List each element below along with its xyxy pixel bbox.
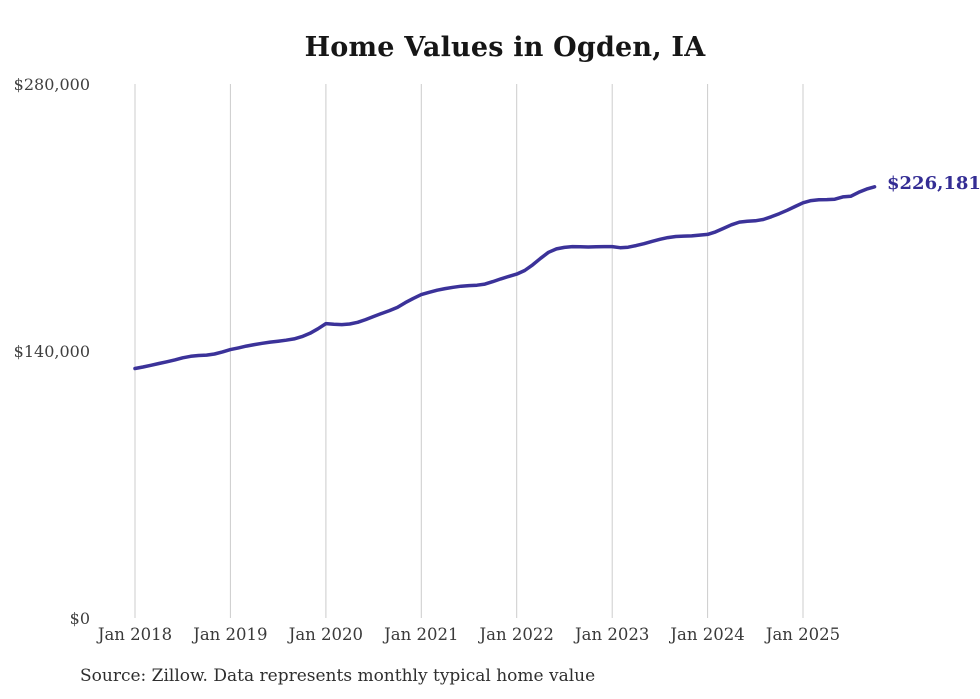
home-value-line-series [133, 185, 877, 371]
vertical-gridlines [134, 84, 804, 618]
x-axis-tick-jan-2022: Jan 2022 [479, 625, 554, 644]
y-axis-tick-140000: $140,000 [13, 342, 90, 361]
y-axis-tick-0: $0 [69, 609, 90, 628]
x-axis-tick-jan-2023: Jan 2023 [575, 625, 650, 644]
chart-title: Home Values in Ogden, IA [304, 32, 706, 63]
source-attribution: Source: Zillow. Data represents monthly … [80, 666, 596, 686]
x-axis-tick-jan-2024: Jan 2024 [670, 625, 745, 644]
y-axis-tick-280000: $280,000 [13, 75, 90, 94]
x-axis-tick-jan-2018: Jan 2018 [97, 625, 173, 644]
x-axis-tick-jan-2019: Jan 2019 [193, 625, 268, 644]
x-axis-tick-jan-2020: Jan 2020 [288, 625, 364, 644]
x-axis-tick-jan-2021: Jan 2021 [384, 625, 459, 644]
latest-value-label: $226,181 [887, 173, 980, 194]
x-axis-tick-jan-2025: Jan 2025 [765, 625, 841, 644]
